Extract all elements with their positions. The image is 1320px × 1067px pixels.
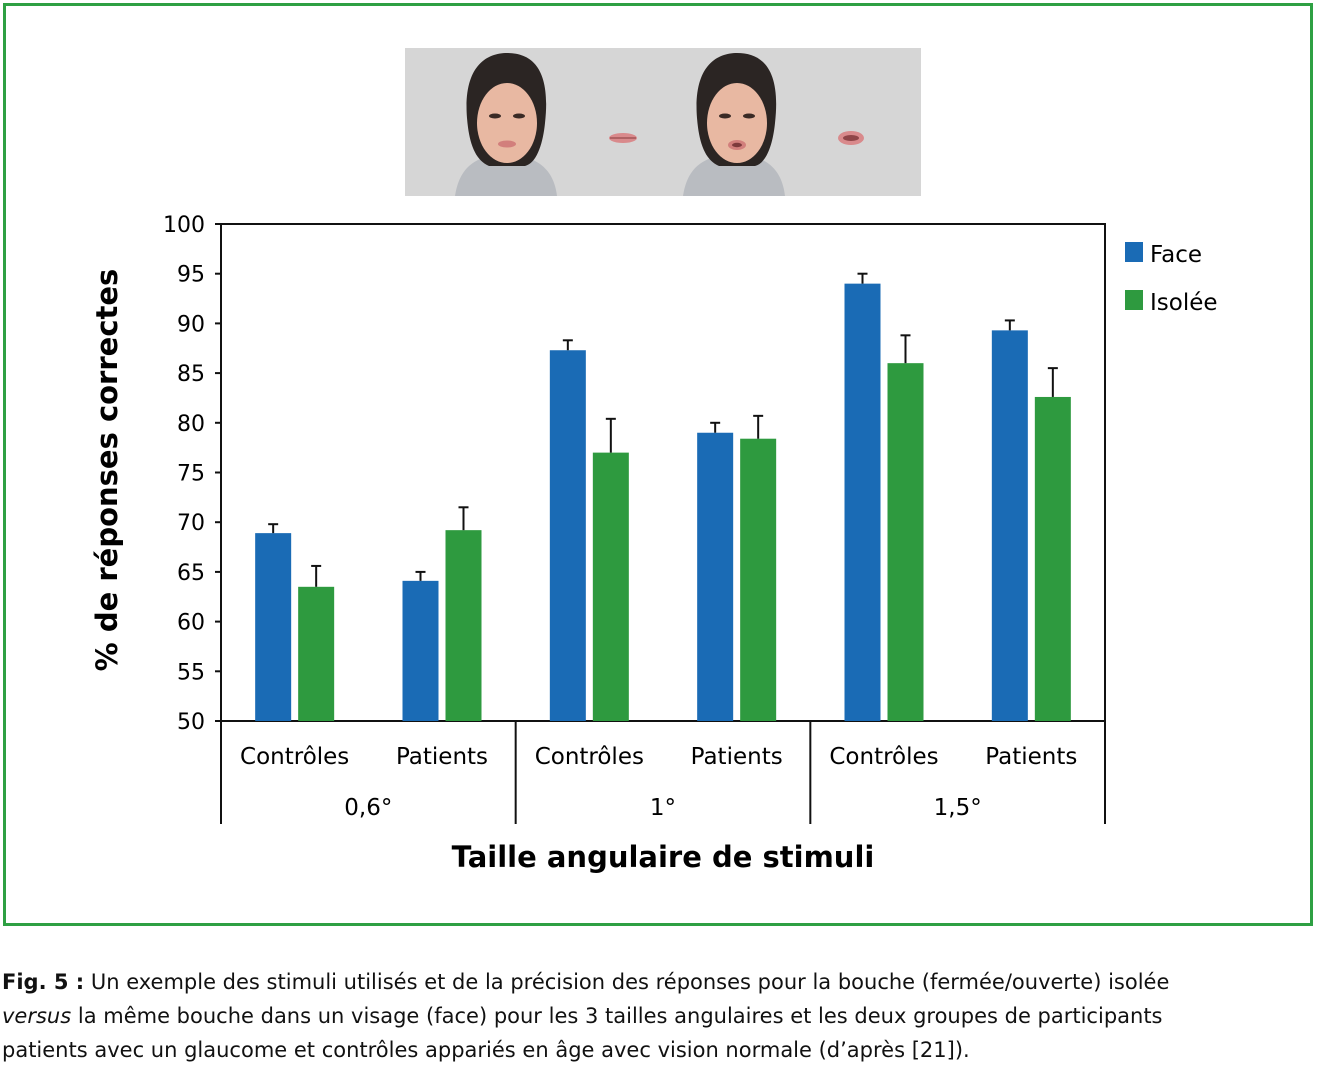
stimuli-image	[405, 48, 921, 196]
mouth-stimulus-closed	[609, 133, 637, 143]
bar-face	[991, 330, 1028, 721]
caption-text-1: Un exemple des stimuli utilisés et de la…	[84, 970, 1170, 994]
figure-caption: Fig. 5 : Un exemple des stimuli utilisés…	[2, 965, 1318, 1067]
caption-text-2: la même bouche dans un visage (face) pou…	[71, 1004, 1163, 1028]
y-tick-label: 95	[177, 263, 205, 288]
bar-isolee	[1034, 396, 1071, 721]
x-axis-title: Taille angulaire de stimuli	[452, 840, 875, 874]
caption-line-1: Fig. 5 : Un exemple des stimuli utilisés…	[2, 965, 1318, 999]
y-axis-title: % de réponses correctes	[90, 269, 124, 672]
y-tick-label: 60	[177, 611, 205, 636]
x-tick-label: Patients	[985, 744, 1077, 770]
y-tick-label: 75	[177, 462, 205, 487]
figure-frame	[3, 3, 1313, 926]
y-tick-label: 90	[177, 312, 205, 337]
stimuli-illustration	[455, 53, 864, 196]
bar-face	[549, 350, 586, 721]
bar-face	[697, 432, 734, 721]
y-tick-label: 70	[177, 511, 205, 536]
caption-label: Fig. 5 :	[2, 970, 85, 994]
y-tick-label: 80	[177, 412, 205, 437]
x-tick-label: Contrôles	[240, 744, 349, 770]
y-tick-label: 85	[177, 362, 205, 387]
plot-border	[220, 223, 1106, 722]
caption-line-2: versus la même bouche dans un visage (fa…	[2, 999, 1318, 1033]
y-tick-label: 65	[177, 561, 205, 586]
bar-chart: 50 55 60 65 70 75 80 85 90 95 100 Contrôles Patients…	[90, 213, 1218, 874]
bar-face	[255, 533, 292, 721]
bar-isolee	[887, 363, 924, 721]
y-tick-label: 55	[177, 660, 205, 685]
bar-face	[402, 580, 439, 721]
mouth-stimulus-open	[838, 131, 864, 145]
group-label: 0,6°	[344, 795, 392, 821]
legend-label-isolee: Isolée	[1150, 290, 1218, 316]
legend: Face Isolée	[1125, 242, 1218, 316]
bar-isolee	[445, 530, 482, 721]
caption-italic: versus	[2, 1004, 72, 1028]
group-label: 1°	[650, 795, 676, 821]
legend-label-face: Face	[1150, 242, 1202, 268]
bar-isolee	[740, 438, 777, 721]
group-label: 1,5°	[934, 795, 982, 821]
legend-swatch-isolee	[1125, 290, 1143, 310]
legend-swatch-face	[1125, 242, 1143, 262]
bar-face	[844, 283, 881, 721]
bar-isolee	[298, 586, 335, 721]
plot-area: 50 55 60 65 70 75 80 85 90 95 100 Contrôles Patients…	[163, 213, 1106, 824]
y-tick-label: 50	[177, 710, 205, 735]
x-tick-label: Contrôles	[535, 744, 644, 770]
bar-isolee	[592, 452, 629, 721]
face-stimulus-open-mouth	[683, 53, 785, 196]
x-tick-label: Contrôles	[829, 744, 938, 770]
x-tick-label: Patients	[691, 744, 783, 770]
caption-line-3: patients avec un glaucome et contrôles a…	[2, 1038, 970, 1062]
y-tick-label: 100	[163, 213, 205, 238]
x-tick-label: Patients	[396, 744, 488, 770]
face-stimulus-closed-mouth	[455, 53, 557, 196]
